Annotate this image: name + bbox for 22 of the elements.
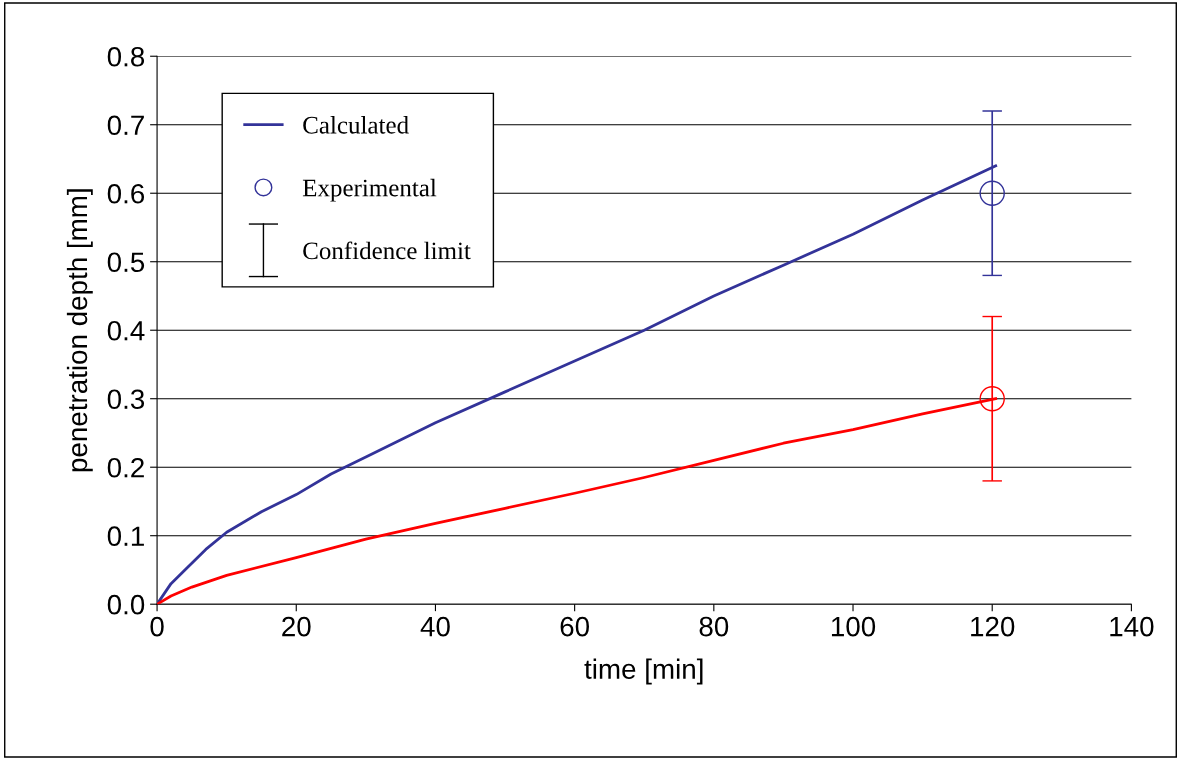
y-tick-label: 0.4 [107, 320, 145, 341]
x-tick-label: 60 [560, 616, 589, 637]
x-tick-label: 120 [971, 616, 1015, 637]
x-tick-label: 80 [699, 616, 729, 637]
y-tick-label: 0.1 [107, 526, 144, 547]
y-tick-label: 0.2 [107, 457, 144, 478]
y-tick-label: 0.8 [107, 46, 145, 67]
x-tick-label: 40 [420, 616, 450, 637]
y-tick-label: 0.5 [107, 252, 145, 273]
x-tick-label: 140 [1110, 616, 1154, 637]
legend-label: Calculated [303, 116, 409, 134]
annotation: Confidence limit [303, 241, 471, 260]
y-tick-label: 0.7 [107, 115, 144, 136]
y-tick-label: 0.6 [107, 183, 145, 204]
legend-label: Experimental [302, 178, 437, 202]
x-tick-label: 20 [282, 616, 311, 637]
y-tick-label: 0.0 [107, 594, 145, 615]
x-tick-label: 100 [831, 616, 876, 637]
x-tick-label: 0 [150, 616, 164, 637]
y-axis-title: penetration depth [mm] [66, 189, 93, 472]
x-axis-title: time [min] [584, 658, 703, 685]
y-tick-label: 0.3 [107, 389, 145, 410]
